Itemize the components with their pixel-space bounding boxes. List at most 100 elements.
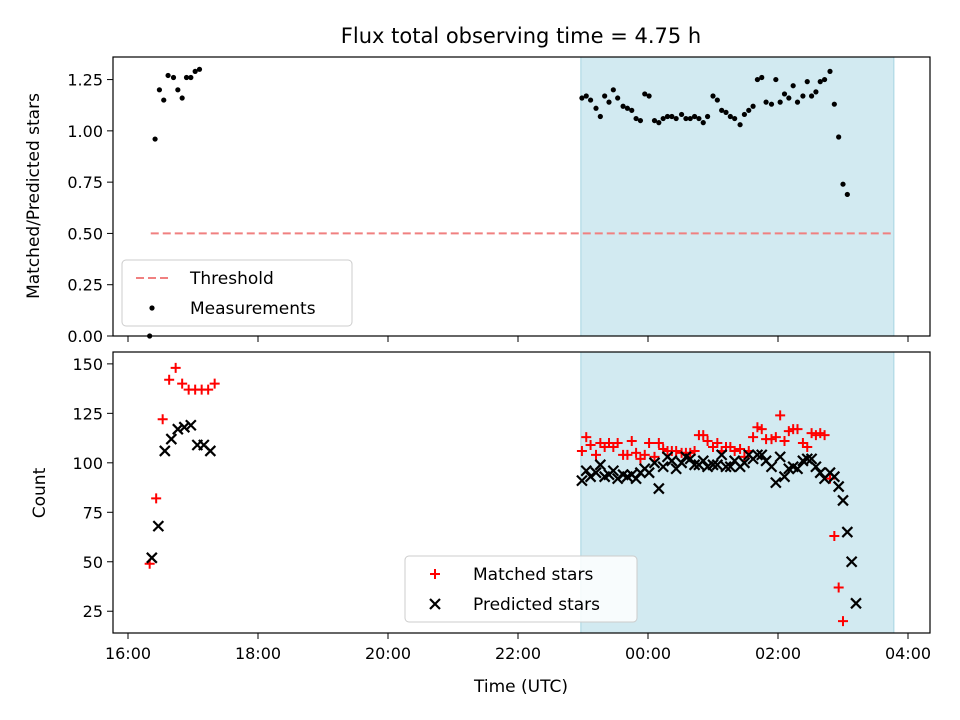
measurement-point: [781, 91, 788, 97]
matched-star-point: [649, 451, 660, 462]
chart-title: Flux total observing time = 4.75 h: [341, 24, 701, 48]
predicted-star-point: [837, 494, 849, 507]
predicted-star-point: [684, 453, 697, 465]
matched-star-point: [748, 432, 759, 443]
bottom-y-tick-label-0: 25: [83, 602, 103, 621]
predicted-star-point: [666, 455, 678, 467]
measurement-point: [583, 93, 589, 99]
measurement-point: [642, 91, 648, 97]
predicted-star-point: [675, 457, 688, 469]
x-tick-label-3: 22:00: [495, 644, 541, 663]
predicted-star-point: [845, 555, 858, 568]
predicted-star-point: [707, 459, 719, 471]
measurement-point: [836, 134, 842, 140]
measurement-point: [800, 93, 806, 99]
measurement-point: [683, 115, 689, 122]
matched-star-point: [576, 445, 587, 456]
measurement-point: [587, 97, 594, 103]
bottom-y-tick-label-2: 75: [83, 503, 103, 522]
predicted-star-point: [738, 457, 751, 469]
predicted-star-point: [165, 433, 178, 445]
measurement-point: [808, 93, 815, 99]
matched-star-point: [698, 430, 709, 441]
predicted-star-point: [172, 423, 184, 435]
predicted-star-point: [805, 453, 818, 465]
bottom-y-tick-label-5: 150: [72, 355, 103, 374]
predicted-star-point: [590, 466, 602, 479]
measurement-point: [188, 74, 194, 81]
predicted-star-point: [146, 552, 158, 564]
top-panel-frame: [112, 56, 931, 337]
predicted-star-point: [653, 482, 665, 495]
measurement-point: [192, 68, 198, 74]
measurement-point: [620, 103, 626, 109]
bottom-y-axis-label: Count: [30, 467, 50, 518]
measurement-point: [777, 99, 783, 105]
predicted-star-point: [814, 466, 827, 479]
measurement-point: [602, 93, 608, 99]
matched-star-point: [203, 384, 214, 395]
measurement-point: [844, 191, 850, 198]
matched-star-point: [170, 362, 181, 373]
legend-measurement-swatch: [149, 305, 155, 311]
measurement-point: [821, 76, 828, 83]
matched-star-point: [644, 438, 655, 449]
measurement-point: [664, 113, 671, 120]
measurement-point: [750, 103, 756, 109]
legend-box: [404, 555, 638, 623]
matched-star-point: [622, 449, 633, 460]
matched-star-point: [735, 443, 746, 454]
x-tick-label-2: 20:00: [365, 644, 411, 663]
matched-star-point: [631, 447, 642, 458]
top-y-ticks: 0.00 0.25 0.50 0.75 1.00 1.25: [67, 71, 113, 346]
measurement-point: [790, 83, 796, 89]
matched-star-point: [591, 449, 601, 460]
predicted-star-point: [828, 470, 841, 483]
predicted-star-point: [657, 460, 669, 473]
top-y-tick-label-5: 1.25: [67, 71, 103, 90]
matched-star-point: [157, 414, 168, 425]
measurement-point: [152, 136, 158, 142]
predicted-star-point: [778, 470, 791, 483]
measurement-point: [161, 97, 167, 103]
measurements-series: [147, 66, 850, 339]
measurement-point: [170, 74, 177, 81]
legend-label-1: Measurements: [190, 299, 316, 319]
predicted-star-point: [791, 462, 804, 475]
x-tick-label-1: 18:00: [235, 644, 281, 663]
predicted-star-point: [152, 520, 165, 532]
matched-star-point: [151, 493, 162, 504]
legend-label-1: Predicted stars: [473, 595, 600, 615]
measurement-point: [593, 105, 599, 111]
measurement-point: [183, 74, 190, 81]
top-shaded-region: [580, 56, 895, 337]
predicted-star-point: [607, 464, 620, 477]
predicted-star-point: [594, 459, 607, 471]
matched-star-point: [581, 432, 592, 443]
predicted-star-point: [765, 460, 778, 473]
measurement-point: [651, 117, 658, 124]
measurement-point: [746, 107, 752, 113]
measurement-point: [606, 99, 612, 105]
bottom-y-tick-label-4: 125: [72, 404, 103, 423]
matched-stars-series: [144, 362, 848, 627]
measurement-point: [637, 117, 644, 124]
top-x-ticks: [127, 336, 909, 342]
measurement-point: [696, 115, 702, 122]
measurement-point: [678, 111, 685, 118]
predicted-star-point: [720, 460, 732, 473]
matched-star-point: [585, 440, 596, 451]
measurement-point: [629, 107, 635, 113]
measurement-point: [763, 99, 769, 105]
measurement-point: [597, 113, 603, 120]
measurement-point: [813, 89, 819, 95]
measurement-point: [691, 113, 698, 120]
matched-star-point: [829, 531, 840, 542]
matched-star-point: [756, 424, 767, 435]
measurement-point: [687, 115, 693, 122]
predicted-star-point: [648, 457, 661, 469]
matched-star-point: [164, 374, 175, 385]
measurement-point: [794, 99, 801, 105]
x-tick-label-0: 16:00: [105, 644, 151, 663]
